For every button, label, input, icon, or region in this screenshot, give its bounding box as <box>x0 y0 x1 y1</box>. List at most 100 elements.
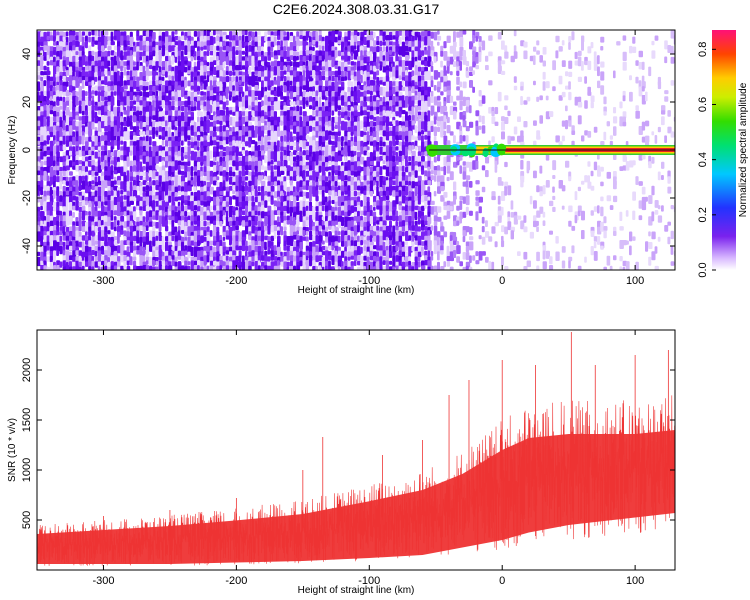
spectrogram-cell <box>168 136 173 142</box>
spectrogram-cell <box>376 145 379 153</box>
spectrogram-cell <box>299 106 303 116</box>
spectrogram-cell <box>222 61 226 69</box>
spectrogram-cell <box>197 240 201 247</box>
spectrogram-cell <box>347 210 351 217</box>
spectrogram-cell <box>136 55 140 63</box>
spectrogram-cell <box>267 135 271 141</box>
spectrogram-cell <box>171 180 175 186</box>
spectrogram-cell <box>363 96 367 102</box>
spectrogram-cell <box>56 165 60 171</box>
spectrogram-cell <box>197 60 201 71</box>
spectrogram-cell <box>72 86 76 91</box>
spectrogram-cell <box>78 185 83 190</box>
spectrogram-cell <box>78 45 83 51</box>
spectrogram-cell <box>75 91 79 96</box>
spectrogram-cell <box>206 160 211 167</box>
spectrogram-cell <box>197 31 201 37</box>
spectrogram-cell <box>123 255 128 262</box>
spectrogram-cell <box>238 91 242 98</box>
spectrogram-cell <box>78 76 83 84</box>
spectrogram-cell <box>209 186 214 195</box>
spectrogram-cell <box>165 225 169 232</box>
spectrogram-cell <box>293 142 297 147</box>
spectrogram-cell <box>88 266 92 270</box>
spectrogram-cell <box>289 50 294 56</box>
spectrogram-cell <box>312 91 316 97</box>
spectrogram-cell <box>104 115 108 122</box>
spectrogram-cell <box>59 85 64 92</box>
spectrogram-cell <box>229 240 232 246</box>
spectrogram-cell <box>136 61 139 71</box>
spectrogram-cell <box>94 115 99 124</box>
spectrogram-cell <box>187 195 191 201</box>
spectrogram-cell <box>273 41 278 46</box>
spectrogram-cell <box>213 111 216 116</box>
spectrogram-cell <box>174 41 179 46</box>
spectrogram-cell <box>296 195 299 201</box>
spectrogram-cell <box>149 265 153 270</box>
spectrogram-cell <box>133 141 137 146</box>
spectrogram-cell <box>200 266 204 270</box>
spectrogram-cell <box>142 155 147 164</box>
spectrogram-cell <box>337 235 341 243</box>
spectrogram-cell <box>245 245 249 251</box>
spectrogram-cell <box>200 120 204 129</box>
spectrogram-cell <box>62 135 66 145</box>
spectrogram-cell <box>382 141 386 147</box>
spectrogram-cell <box>251 195 255 202</box>
spectrogram-cell <box>331 200 335 204</box>
spectrogram-cell <box>248 141 252 148</box>
spectrogram-cell <box>75 190 79 196</box>
spectrogram-cell <box>225 136 229 145</box>
spectrogram-cell <box>190 260 195 269</box>
spectrogram-cell <box>181 245 185 252</box>
spectrogram-cell <box>331 110 334 116</box>
spectrogram-cell <box>136 250 140 255</box>
spectrogram-cell <box>222 70 226 78</box>
spectrogram-cell <box>203 236 207 243</box>
spectrogram-cell <box>136 120 139 128</box>
spectrogram-cell <box>56 210 61 216</box>
spectrogram-cell <box>193 260 198 266</box>
spectrogram-cell <box>360 240 363 246</box>
spectrogram-cell <box>200 105 205 110</box>
spectrogram-cell <box>142 221 147 228</box>
spectrogram-cell <box>187 185 192 192</box>
spectrogram-cell <box>177 230 181 237</box>
spectrogram-cell <box>369 90 373 96</box>
spectrogram-cell <box>37 75 41 80</box>
spectrogram-cell <box>101 145 105 151</box>
spectrogram-cell <box>53 125 56 133</box>
spectrogram-cell <box>168 185 172 192</box>
spectrogram-cell <box>113 65 118 74</box>
spectrogram-cell <box>203 45 207 50</box>
spectrogram-cell <box>296 186 300 193</box>
spectrogram-cell <box>88 186 91 193</box>
spectrogram-cell <box>46 166 51 173</box>
spectrogram-cell <box>331 255 335 265</box>
spectrogram-cell <box>88 91 92 99</box>
spectrogram-cell <box>129 41 133 49</box>
spectrogram-cell <box>373 95 377 102</box>
spectrogram-cell <box>69 131 72 136</box>
spectrogram-cell <box>369 235 373 243</box>
spectrogram-cell <box>117 261 121 268</box>
spectrogram-cell <box>241 150 246 155</box>
spectrogram-cell <box>94 176 98 184</box>
spectrogram-cell <box>88 136 93 142</box>
spectrogram-cell <box>261 165 265 170</box>
spectrogram-cell <box>193 126 197 133</box>
spectrogram-cell <box>120 121 124 126</box>
spectrogram-cell <box>248 35 252 42</box>
spectrogram-cell <box>193 40 198 48</box>
spectrogram-cell <box>376 65 379 70</box>
spectrogram-cell <box>395 140 400 145</box>
spectrogram-cell <box>91 100 95 106</box>
spectrogram-cell <box>129 70 133 77</box>
spectrogram-cell <box>155 71 158 77</box>
spectrogram-cell <box>123 120 128 127</box>
spectrogram-cell <box>46 135 51 141</box>
spectrogram-cell <box>334 125 338 129</box>
spectrogram-cell <box>379 125 383 131</box>
spectrogram-cell <box>376 131 379 142</box>
